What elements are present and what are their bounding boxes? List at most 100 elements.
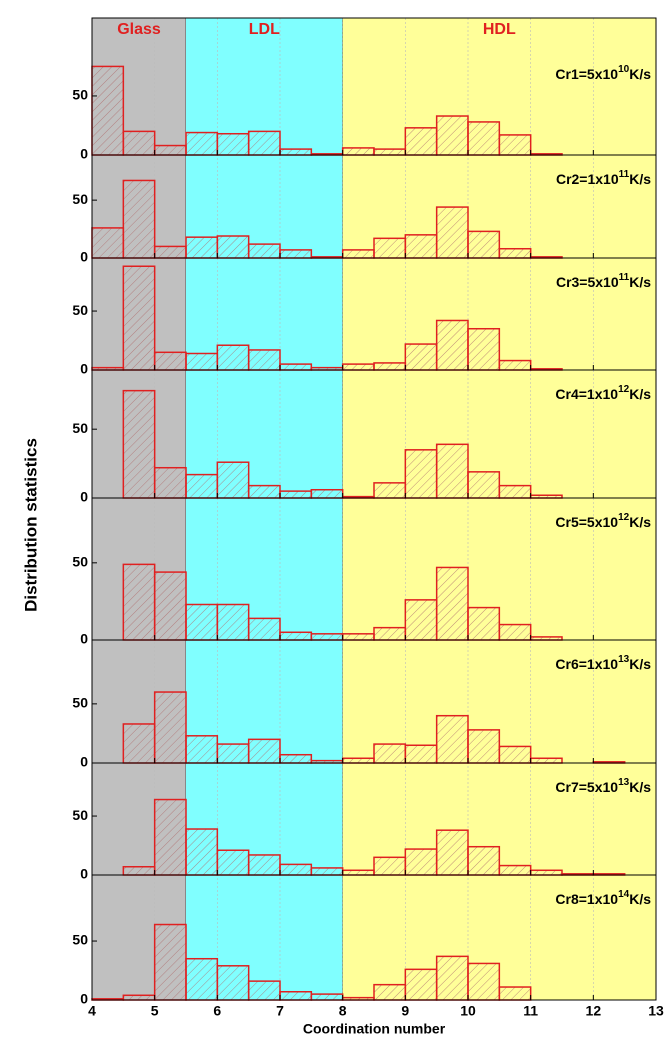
histogram-bar <box>310 867 344 876</box>
histogram-bar <box>467 327 501 371</box>
histogram-bar <box>122 723 156 764</box>
histogram-bar <box>404 127 438 156</box>
histogram-bar <box>153 245 187 259</box>
histogram-bar <box>341 249 375 259</box>
label-unit: K/s <box>629 891 651 907</box>
histogram-bar <box>153 923 187 1001</box>
histogram-bar <box>279 631 313 641</box>
histogram-bar <box>310 633 344 641</box>
histogram-bar <box>216 965 250 1001</box>
histogram-bar <box>404 968 438 1001</box>
histogram-bar <box>122 265 156 371</box>
label-exponent: 12 <box>618 384 630 395</box>
histogram-bar <box>247 980 281 1001</box>
label-base: Cr7=5x10 <box>555 779 618 795</box>
label-unit: K/s <box>629 66 651 82</box>
label-exponent: 13 <box>618 654 630 665</box>
panel-label: Cr5=5x1012K/s <box>555 512 651 530</box>
histogram-bar <box>122 994 156 1001</box>
panel-label: Cr8=1x1014K/s <box>555 889 651 907</box>
histogram-bar <box>247 854 281 876</box>
histogram-bar <box>404 599 438 641</box>
x-tick-label: 13 <box>648 1003 664 1019</box>
histogram-bar <box>216 603 250 641</box>
histogram-bar <box>498 745 532 764</box>
histogram-bar <box>216 132 250 156</box>
histogram-bar <box>373 626 407 641</box>
histogram-bar <box>247 617 281 641</box>
y-tick-label: 0 <box>80 249 88 265</box>
y-tick-label: 50 <box>72 420 88 436</box>
histogram-bar <box>467 230 501 259</box>
y-tick-label: 50 <box>72 302 88 318</box>
label-unit: K/s <box>629 656 651 672</box>
x-tick-label: 9 <box>401 1003 409 1019</box>
histogram-bar <box>373 237 407 259</box>
label-base: Cr6=1x10 <box>555 656 618 672</box>
label-base: Cr1=5x10 <box>555 66 618 82</box>
x-tick-label: 4 <box>88 1003 96 1019</box>
y-tick-label: 0 <box>80 489 88 505</box>
histogram-bar <box>341 869 375 876</box>
histogram-bar <box>404 234 438 259</box>
panel-label: Cr1=5x1010K/s <box>555 64 651 82</box>
y-tick-label: 0 <box>80 866 88 882</box>
histogram-bar <box>467 121 501 156</box>
histogram-bar <box>247 243 281 259</box>
y-tick-label: 50 <box>72 932 88 948</box>
histogram-bar <box>279 753 313 764</box>
histogram-bar <box>185 131 219 156</box>
histogram-bar <box>91 65 125 156</box>
histogram-bar <box>404 744 438 764</box>
label-base: Cr4=1x10 <box>555 386 618 402</box>
histogram-bar <box>341 757 375 764</box>
histogram-bar <box>279 148 313 156</box>
histogram-bar <box>310 488 344 499</box>
histogram-bar <box>498 623 532 641</box>
histogram-bar <box>435 829 469 876</box>
label-unit: K/s <box>629 779 651 795</box>
y-axis-label: Distribution statistics <box>21 438 40 612</box>
histogram-bar <box>185 828 219 876</box>
histogram-bar <box>185 735 219 764</box>
histogram-bar <box>247 130 281 156</box>
histogram-bar <box>498 484 532 499</box>
histogram-bar <box>122 179 156 259</box>
y-tick-label: 0 <box>80 754 88 770</box>
histogram-bar <box>341 363 375 371</box>
histogram-bar <box>279 490 313 499</box>
label-base: Cr2=1x10 <box>556 171 619 187</box>
histogram-bar <box>279 990 313 1001</box>
histogram-bar <box>373 856 407 876</box>
histogram-bar <box>153 571 187 641</box>
histogram-bar <box>185 473 219 499</box>
panel-label: Cr7=5x1013K/s <box>555 777 651 795</box>
label-exponent: 11 <box>619 169 630 180</box>
y-tick-label: 0 <box>80 991 88 1007</box>
histogram-bar <box>467 729 501 764</box>
histogram-bar <box>216 235 250 259</box>
histogram-bar <box>435 319 469 371</box>
histogram-bar <box>247 738 281 764</box>
histogram-bar <box>529 869 563 876</box>
x-tick-label: 11 <box>523 1003 538 1019</box>
histogram-bar <box>279 249 313 259</box>
y-tick-label: 50 <box>72 807 88 823</box>
histogram-bar <box>279 863 313 876</box>
region-label: Glass <box>117 21 161 38</box>
histogram-bar <box>185 603 219 641</box>
histogram-bar <box>373 362 407 371</box>
y-tick-label: 50 <box>72 87 88 103</box>
histogram-bar <box>185 957 219 1001</box>
histogram-bar <box>247 349 281 371</box>
y-tick-label: 50 <box>72 554 88 570</box>
histogram-bar <box>185 352 219 371</box>
x-tick-label: 7 <box>276 1003 284 1019</box>
histogram-bar <box>435 443 469 499</box>
histogram-bar <box>216 849 250 876</box>
histogram-bar <box>91 227 125 259</box>
region-band <box>342 18 656 1000</box>
histogram-bar <box>373 148 407 156</box>
x-tick-label: 5 <box>151 1003 159 1019</box>
histogram-bar <box>216 743 250 764</box>
